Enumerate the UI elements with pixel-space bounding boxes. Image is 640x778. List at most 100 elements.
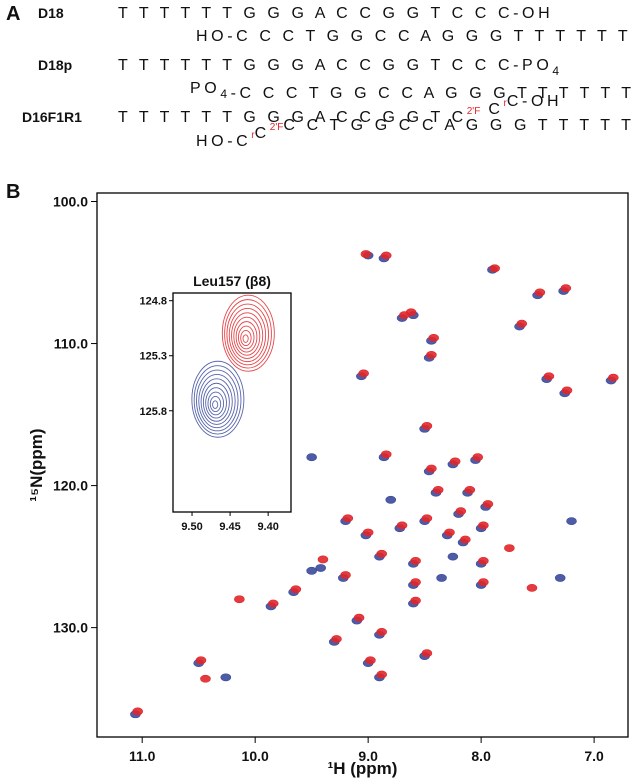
peak <box>566 517 577 526</box>
contour <box>237 325 255 350</box>
sequence: C <box>255 125 270 142</box>
contour <box>209 396 222 413</box>
peak <box>360 250 372 258</box>
contour <box>226 303 269 366</box>
x-axis-label: ¹H (ppm) <box>328 759 398 778</box>
peak <box>405 308 417 317</box>
peak <box>365 656 376 665</box>
sequence: T T T T T T G G G A C C G G T C <box>118 109 467 126</box>
x-tick-label: 9.0 <box>358 748 378 764</box>
inset-title: Leu157 (β8) <box>193 273 271 289</box>
peak <box>464 485 476 494</box>
sequence: PO <box>190 80 220 97</box>
peak <box>543 372 555 381</box>
contour <box>196 369 239 432</box>
peak <box>358 369 369 378</box>
peak <box>447 552 459 561</box>
peak <box>267 599 279 608</box>
peak <box>560 284 572 293</box>
superscript: r <box>251 130 255 141</box>
contour <box>235 321 258 353</box>
peak <box>482 500 494 508</box>
x-tick-label: 9.50 <box>181 521 202 533</box>
peak <box>432 485 444 494</box>
contour <box>231 312 264 359</box>
subscript: 4 <box>552 64 562 78</box>
contour <box>242 334 249 343</box>
y-tick-label: 124.8 <box>139 296 167 308</box>
peak <box>444 528 455 537</box>
contour <box>202 382 230 422</box>
superscript: 2'F <box>270 122 284 133</box>
contour <box>240 329 252 347</box>
peak <box>200 674 211 683</box>
x-tick-label: 10.0 <box>242 748 269 764</box>
contour <box>221 294 275 372</box>
peak <box>195 656 207 665</box>
peak <box>220 673 232 682</box>
contour <box>193 365 242 435</box>
peak <box>460 535 471 544</box>
peak <box>380 450 392 459</box>
peak <box>421 422 433 430</box>
contour-group <box>191 294 275 438</box>
peak <box>426 351 437 359</box>
panel-label: B <box>6 181 20 203</box>
x-tick-label: 7.0 <box>584 748 604 764</box>
peak <box>455 507 467 516</box>
y-tick-label: 125.3 <box>139 351 167 363</box>
oligo-name: D18 <box>38 5 64 21</box>
peak <box>421 649 433 658</box>
y-tick-label: 110.0 <box>54 336 88 352</box>
contour <box>212 400 219 409</box>
contour <box>228 307 267 363</box>
peak <box>132 707 143 716</box>
peak <box>421 514 433 523</box>
peak <box>306 566 317 575</box>
contour <box>233 316 261 356</box>
peak <box>489 264 500 273</box>
y-tick-label: 100.0 <box>53 194 88 210</box>
strand: T T T T T T G G G A C C G G T C C C-OH <box>118 5 553 22</box>
peak <box>385 495 397 504</box>
sequence: T T T T T T G G G A C C G G T C C C-OH <box>118 5 553 22</box>
x-tick-label: 8.0 <box>471 748 491 764</box>
peak <box>331 635 342 643</box>
superscript: r <box>504 98 508 109</box>
peak <box>478 521 489 530</box>
peak <box>290 585 302 594</box>
peak <box>478 578 489 587</box>
sequence: HO-C <box>196 133 251 150</box>
peak <box>561 386 573 395</box>
peak <box>376 627 388 636</box>
strand: HO-C C C T G G C C A G G G T T T T T T <box>196 28 631 45</box>
peak <box>353 613 365 622</box>
peak <box>428 333 439 342</box>
peak <box>342 514 354 523</box>
contour <box>224 299 272 369</box>
peak <box>449 457 461 466</box>
peak <box>410 578 421 587</box>
peak <box>376 549 388 558</box>
y-tick-label: 125.8 <box>139 406 167 418</box>
sequence: C <box>480 101 503 118</box>
y-axis-label: ¹⁵N(ppm) <box>27 428 46 501</box>
peak <box>380 251 392 260</box>
contour <box>205 387 227 419</box>
strand: HO-CrC2'FC C T G G C C A G G G T T T T T… <box>196 117 640 150</box>
contour <box>207 391 225 416</box>
peak <box>608 373 619 382</box>
strand: T T T T T T G G G A C C G G T C2'F CrC-O… <box>118 93 562 126</box>
x-tick-label: 11.0 <box>129 748 156 764</box>
peak <box>472 453 484 462</box>
peak <box>426 464 437 473</box>
peak <box>516 319 528 328</box>
peak <box>317 555 329 564</box>
peak <box>478 556 489 565</box>
sequence: C-OH <box>507 93 562 110</box>
superscript: 2'F <box>467 106 481 117</box>
sequence: HO-C C C T G G C C A G G G T T T T T T <box>196 28 631 45</box>
peak <box>534 288 546 297</box>
peak <box>526 583 538 592</box>
